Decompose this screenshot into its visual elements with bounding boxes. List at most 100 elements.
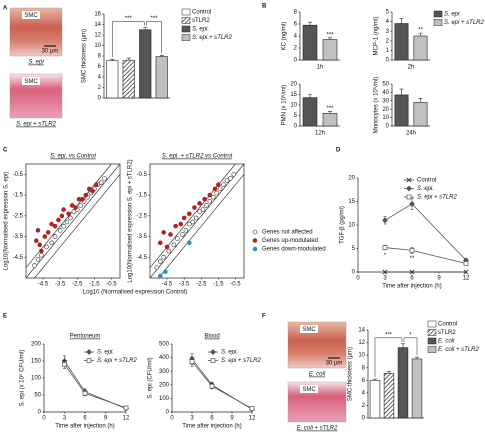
y-axis-label: SMC thickness (µm): [82, 29, 88, 83]
legend-label: S. epi.+ sTLR2: [192, 35, 233, 41]
marker: [32, 263, 37, 268]
marker: [61, 223, 66, 229]
marker: [78, 203, 83, 208]
y-tick-label: 8: [98, 54, 102, 60]
y-tick-label: 0: [352, 270, 356, 276]
y-tick-label: 20: [382, 107, 389, 113]
marker: [180, 232, 185, 237]
significance-bracket: [374, 337, 403, 378]
marker: [171, 242, 177, 248]
marker: [187, 221, 192, 227]
marker: [409, 269, 415, 275]
y-tick-label: 14: [358, 328, 365, 334]
legend-swatch: [181, 25, 191, 33]
image-caption: E. coli: [309, 372, 326, 378]
marker: [187, 211, 192, 217]
x-tick-label: -2.5: [196, 282, 207, 288]
legend-label: sTLR2: [438, 330, 456, 336]
marker: [102, 176, 107, 181]
legend-label: S. epi + sTLR2: [444, 20, 485, 26]
marker: [37, 242, 42, 248]
x-axis-label: Time after injection (h): [55, 424, 114, 430]
bar: [122, 59, 135, 99]
significance: *: [384, 253, 387, 259]
marker: [45, 230, 51, 235]
y-tick-label: 200: [159, 382, 170, 388]
image-label: SMC: [24, 79, 38, 85]
legend-label: E. coli + sTLR2: [438, 347, 480, 353]
panel-label: A: [3, 6, 8, 12]
x-tick-label: -1.5: [89, 282, 100, 288]
y-tick-label: 1: [386, 48, 390, 54]
line: [64, 364, 127, 409]
marker: [161, 230, 166, 235]
error-bar: [328, 111, 332, 114]
marker: [214, 190, 219, 196]
y-tick-label: 14: [94, 22, 101, 28]
marker: [382, 217, 388, 224]
marker: [187, 240, 192, 246]
y-axis-label: MCP-1 (ng/ml): [374, 16, 380, 55]
y-tick-label: 6: [362, 378, 366, 384]
image-caption: S. epi: [28, 60, 44, 66]
marker: [409, 200, 415, 207]
bar: [155, 56, 168, 99]
marker: [86, 186, 92, 192]
y-tick-label: -4.5: [13, 255, 24, 261]
marker: [382, 269, 388, 275]
x-axis-label: Time after injection (h): [182, 424, 241, 430]
marker: [69, 203, 75, 208]
marker: [168, 232, 173, 237]
marker: [90, 188, 95, 194]
legend-swatch: [433, 10, 443, 18]
error-bar: [143, 27, 148, 30]
legend-label: S. epi.: [97, 350, 114, 356]
image-label-box: [22, 77, 40, 85]
significance: ***: [150, 16, 158, 22]
y-tick-label: 0: [294, 124, 298, 130]
bar: [413, 35, 428, 61]
marker: [197, 201, 202, 206]
y-tick-label: 0: [386, 58, 390, 64]
significance: ***: [326, 32, 334, 38]
legend-label: Genes not affected: [262, 230, 313, 236]
marker: [49, 221, 54, 227]
x-tick-label: 12: [123, 416, 130, 422]
marker: [210, 194, 216, 200]
legend-label: S. epi + sTLR2: [221, 358, 262, 364]
legend-label: Genes up-modulated: [262, 238, 318, 244]
error-bar: [308, 94, 312, 98]
marker: [66, 211, 72, 217]
marker: [409, 248, 415, 253]
error-bar: [387, 371, 391, 374]
x-tick-label: 0: [42, 416, 46, 422]
legend-marker: [406, 185, 412, 192]
y-tick-label: 12: [358, 340, 365, 346]
y-tick-label: 5: [294, 113, 298, 119]
reference-line: [34, 174, 121, 279]
legend-label: S. epi + sTLR2: [97, 358, 138, 364]
y-tick-label: 8: [362, 365, 366, 371]
bar: [322, 39, 338, 61]
y-tick-label: 4: [98, 75, 102, 81]
marker: [82, 390, 88, 396]
error-bar: [110, 58, 115, 61]
x-tick-label: 6: [410, 276, 414, 282]
y-axis-label: KC (ng/ml): [282, 22, 288, 51]
y-tick-label: 2: [386, 38, 390, 44]
significance: ***: [326, 106, 334, 112]
marker: [98, 180, 104, 185]
marker: [39, 248, 44, 254]
marker: [64, 219, 70, 225]
marker: [157, 259, 163, 264]
chart-title: S. epi. + sTLR2 vs Control: [162, 154, 233, 160]
marker: [252, 246, 258, 252]
error-bar: [415, 356, 419, 359]
marker: [173, 223, 178, 229]
plot-frame: [25, 163, 121, 279]
x-tick-label: 0: [170, 416, 174, 422]
legend-label: S. epi.: [221, 350, 238, 356]
y-axis-label: Log10(Normalised expression S. epi): [4, 172, 10, 271]
line: [191, 361, 253, 409]
